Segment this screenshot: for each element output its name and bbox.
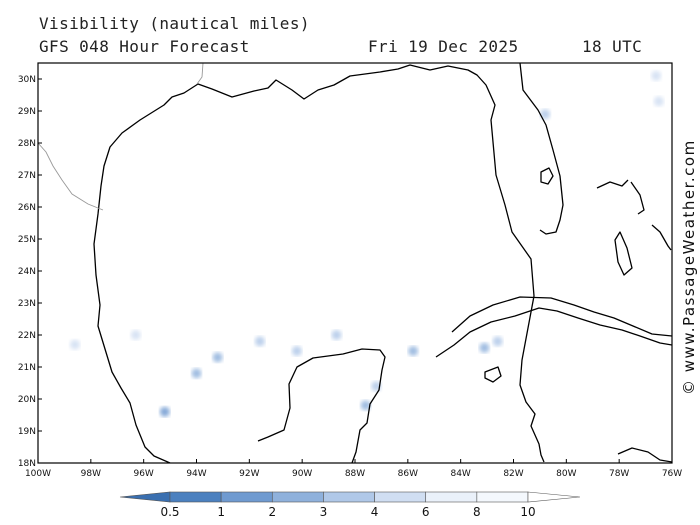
visibility-patch [212,352,223,363]
visibility-patch [540,109,551,120]
lat-label: 22N [18,331,36,341]
visibility-patch [191,368,202,379]
lon-label: 92W [239,469,259,479]
visibility-patch [653,96,664,107]
lon-label: 98W [81,469,101,479]
forecast-time: 18 UTC [582,37,643,56]
colorbar-segment [220,491,273,503]
lat-label: 24N [18,267,36,277]
lon-label: 88W [345,469,365,479]
lon-label: 84W [450,469,470,479]
forecast-date: Fri 19 Dec 2025 [368,37,519,56]
colorbar-label: 1 [217,505,225,519]
florida-east-coastline [519,63,564,235]
lat-label: 18N [18,459,36,469]
visibility-patch [331,330,342,340]
lat-label: 30N [18,75,36,85]
us-mexico-border [38,142,104,211]
gulf-coastline [93,64,545,463]
lon-label: 100W [25,469,51,479]
lon-label: 94W [186,469,206,479]
bahamas-andros [614,231,633,276]
lat-label: 29N [18,107,36,117]
colorbar-label: 0.5 [160,505,179,519]
map-title: Visibility (nautical miles) [39,14,310,33]
visibility-patch [651,70,662,81]
visibility-patch [159,406,170,417]
visibility-patch [69,339,80,350]
lon-label: 80W [556,469,576,479]
colorbar-label: 2 [268,505,276,519]
borders [38,63,204,211]
colorbar-label: 10 [520,505,535,519]
bahamas-abaco [596,179,629,189]
visibility-patch [479,342,490,353]
forecast-label: GFS 048 Hour Forecast [39,37,250,56]
visibility-patch [360,400,371,411]
colorbar-segment [374,491,427,503]
lake-okeechobee [540,167,554,185]
colorbar-label: 4 [371,505,379,519]
map-axes: 100W 98W 96W 94W 92W 90W 88W 86W 84W 82W 80W 78W 76W… [18,75,682,479]
colorbar-high-arrow [527,491,581,503]
bahamas-eleuthera [630,181,645,215]
lat-label: 21N [18,363,36,373]
lat-label: 25N [18,235,36,245]
colorbar-label: 8 [473,505,481,519]
lon-label: 76W [662,469,682,479]
lon-label: 90W [292,469,312,479]
colorbar-segment [476,491,529,503]
lat-label: 28N [18,139,36,149]
lat-label: 19N [18,427,36,437]
lat-label: 27N [18,171,36,181]
lat-label: 26N [18,203,36,213]
cuba-coastline [435,296,672,358]
colorbar-segment [169,491,222,503]
colorbar: 0.5 1 2 3 4 6 8 10 [119,491,581,519]
isle-of-youth [484,366,502,383]
state-border [196,63,204,85]
visibility-patch [130,330,141,340]
colorbar-segment [425,491,478,503]
colorbar-label: 3 [320,505,328,519]
yucatan-coastline [257,348,386,463]
bahamas-exuma [651,224,672,251]
lon-label: 78W [609,469,629,479]
map-frame [37,62,673,464]
jamaica-coastline [617,447,672,463]
map-background [38,63,672,463]
colorbar-segment [271,491,324,503]
lon-label: 96W [133,469,153,479]
lat-label: 23N [18,299,36,309]
lat-label: 20N [18,395,36,405]
visibility-field [69,70,664,417]
lon-label: 86W [398,469,418,479]
coastlines [93,63,672,463]
colorbar-segment [323,491,375,503]
colorbar-label: 6 [422,505,430,519]
visibility-patch [492,336,503,347]
visibility-patch [254,336,265,347]
colorbar-low-arrow [119,491,171,503]
lon-label: 82W [503,469,523,479]
visibility-patch [291,346,302,356]
visibility-patch [408,346,419,356]
